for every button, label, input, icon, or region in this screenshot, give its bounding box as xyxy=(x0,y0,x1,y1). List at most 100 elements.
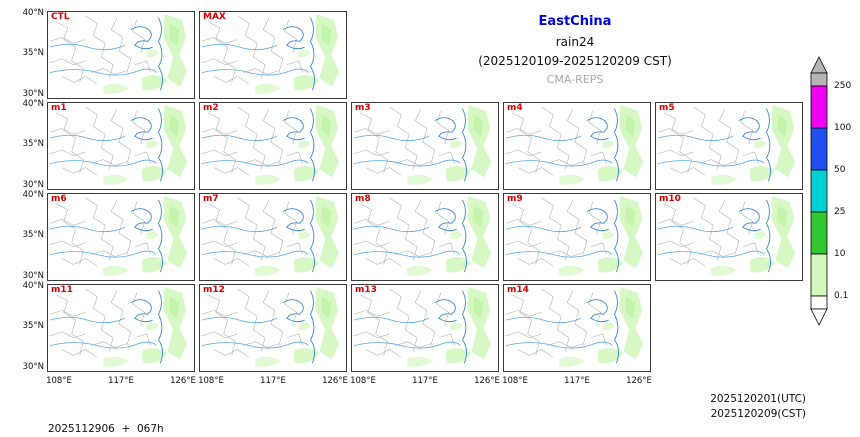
colorbar-tick-label: 0.1 xyxy=(834,291,849,301)
map-art xyxy=(49,104,188,186)
panel-label: m12 xyxy=(203,285,225,295)
footer-init-times: 2025112906 + 067h 2025112914 + 067h xyxy=(48,392,164,437)
map-panel: m14 xyxy=(503,284,651,372)
panel-label: m13 xyxy=(355,285,377,295)
colorbar-swatch xyxy=(810,72,828,87)
xtick-label: 117°E xyxy=(412,376,438,386)
map-panel: m6 xyxy=(47,193,195,281)
xtick-row: 108°E 117°E 126°E xyxy=(39,376,203,386)
map-art xyxy=(353,195,492,277)
xtick-label: 108°E xyxy=(502,376,528,386)
colorbar-arrow-bottom-icon xyxy=(810,308,828,326)
xtick-label: 126°E xyxy=(170,376,196,386)
chart-region-title: EastChina xyxy=(538,14,612,29)
ytick-label: 40°N xyxy=(22,281,44,291)
map-panel: m12 xyxy=(199,284,347,372)
map-panel: m10 xyxy=(655,193,803,281)
map-panel: m7 xyxy=(199,193,347,281)
colorbar-swatch xyxy=(810,169,828,213)
xtick-label: 108°E xyxy=(198,376,224,386)
panel-label: m9 xyxy=(507,194,523,204)
panel-label: m2 xyxy=(203,103,219,113)
xtick-label: 108°E xyxy=(46,376,72,386)
ytick-label: 35°N xyxy=(22,139,44,149)
map-art xyxy=(505,104,644,186)
footer-init-utc: 2025112906 + 067h xyxy=(48,423,164,435)
map-art xyxy=(49,286,188,368)
map-art xyxy=(505,195,644,277)
map-panel: m9 xyxy=(503,193,651,281)
map-art xyxy=(201,286,340,368)
map-art xyxy=(49,13,188,95)
map-panel: m13 xyxy=(351,284,499,372)
ytick-label: 35°N xyxy=(22,230,44,240)
xtick-label: 126°E xyxy=(322,376,348,386)
footer-valid-utc: 2025120201(UTC) xyxy=(710,393,806,405)
panel-label: m6 xyxy=(51,194,67,204)
xtick-label: 117°E xyxy=(260,376,286,386)
colorbar-swatches xyxy=(810,56,828,326)
ytick-label: 30°N xyxy=(22,271,44,281)
chart-period: (2025120109-2025120209 CST) xyxy=(478,54,672,68)
ytick-label: 30°N xyxy=(22,89,44,99)
xtick-label: 117°E xyxy=(108,376,134,386)
panel-label: m10 xyxy=(659,194,681,204)
ytick-label: 40°N xyxy=(22,99,44,109)
map-panel: m5 xyxy=(655,102,803,190)
panel-label: m1 xyxy=(51,103,67,113)
ytick-label: 40°N xyxy=(22,8,44,18)
panel-label: m4 xyxy=(507,103,523,113)
ytick-label: 35°N xyxy=(22,48,44,58)
footer-valid-cst: 2025120209(CST) xyxy=(710,408,806,420)
map-panel: m8 xyxy=(351,193,499,281)
footer-valid-times: 2025120201(UTC) 2025120209(CST) xyxy=(688,392,806,422)
map-panel: m4 xyxy=(503,102,651,190)
ytick-label: 30°N xyxy=(22,362,44,372)
xtick-label: 117°E xyxy=(564,376,590,386)
panel-label: MAX xyxy=(203,12,226,22)
colorbar-tick-label: 50 xyxy=(834,165,846,175)
map-panel: CTL xyxy=(47,11,195,99)
map-panel: m2 xyxy=(199,102,347,190)
ytick-label: 40°N xyxy=(22,190,44,200)
panel-label: m7 xyxy=(203,194,219,204)
map-art xyxy=(657,104,796,186)
colorbar-tick-label: 10 xyxy=(834,249,846,259)
xtick-row: 108°E 117°E 126°E xyxy=(343,376,507,386)
map-panel: m1 xyxy=(47,102,195,190)
panel-label: CTL xyxy=(51,12,70,22)
colorbar-swatch xyxy=(810,253,828,297)
colorbar-swatch xyxy=(810,211,828,255)
map-art xyxy=(505,286,644,368)
xtick-row: 108°E 117°E 126°E xyxy=(495,376,659,386)
colorbar-tick-label: 100 xyxy=(834,123,852,133)
xtick-label: 126°E xyxy=(626,376,652,386)
map-art xyxy=(657,195,796,277)
panel-label: m11 xyxy=(51,285,73,295)
map-art xyxy=(201,104,340,186)
colorbar-swatch xyxy=(810,85,828,129)
colorbar-arrow-top-icon xyxy=(810,56,828,74)
panel-label: m14 xyxy=(507,285,529,295)
panel-label: m5 xyxy=(659,103,675,113)
ytick-label: 30°N xyxy=(22,180,44,190)
colorbar-tick-label: 250 xyxy=(834,81,852,91)
xtick-label: 108°E xyxy=(350,376,376,386)
colorbar-swatch xyxy=(810,127,828,171)
map-panel: MAX xyxy=(199,11,347,99)
map-art xyxy=(201,13,340,95)
panel-label: m3 xyxy=(355,103,371,113)
xtick-row: 108°E 117°E 126°E xyxy=(191,376,355,386)
map-art xyxy=(353,286,492,368)
chart-model: CMA-REPS xyxy=(546,73,604,86)
chart-variable: rain24 xyxy=(555,35,595,49)
panel-label: m8 xyxy=(355,194,371,204)
map-art xyxy=(201,195,340,277)
map-panel: m11 xyxy=(47,284,195,372)
ytick-label: 35°N xyxy=(22,321,44,331)
map-art xyxy=(353,104,492,186)
colorbar-swatch xyxy=(810,295,828,310)
map-panel: m3 xyxy=(351,102,499,190)
title-block: EastChina rain24 (2025120109-2025120209 … xyxy=(420,14,730,86)
